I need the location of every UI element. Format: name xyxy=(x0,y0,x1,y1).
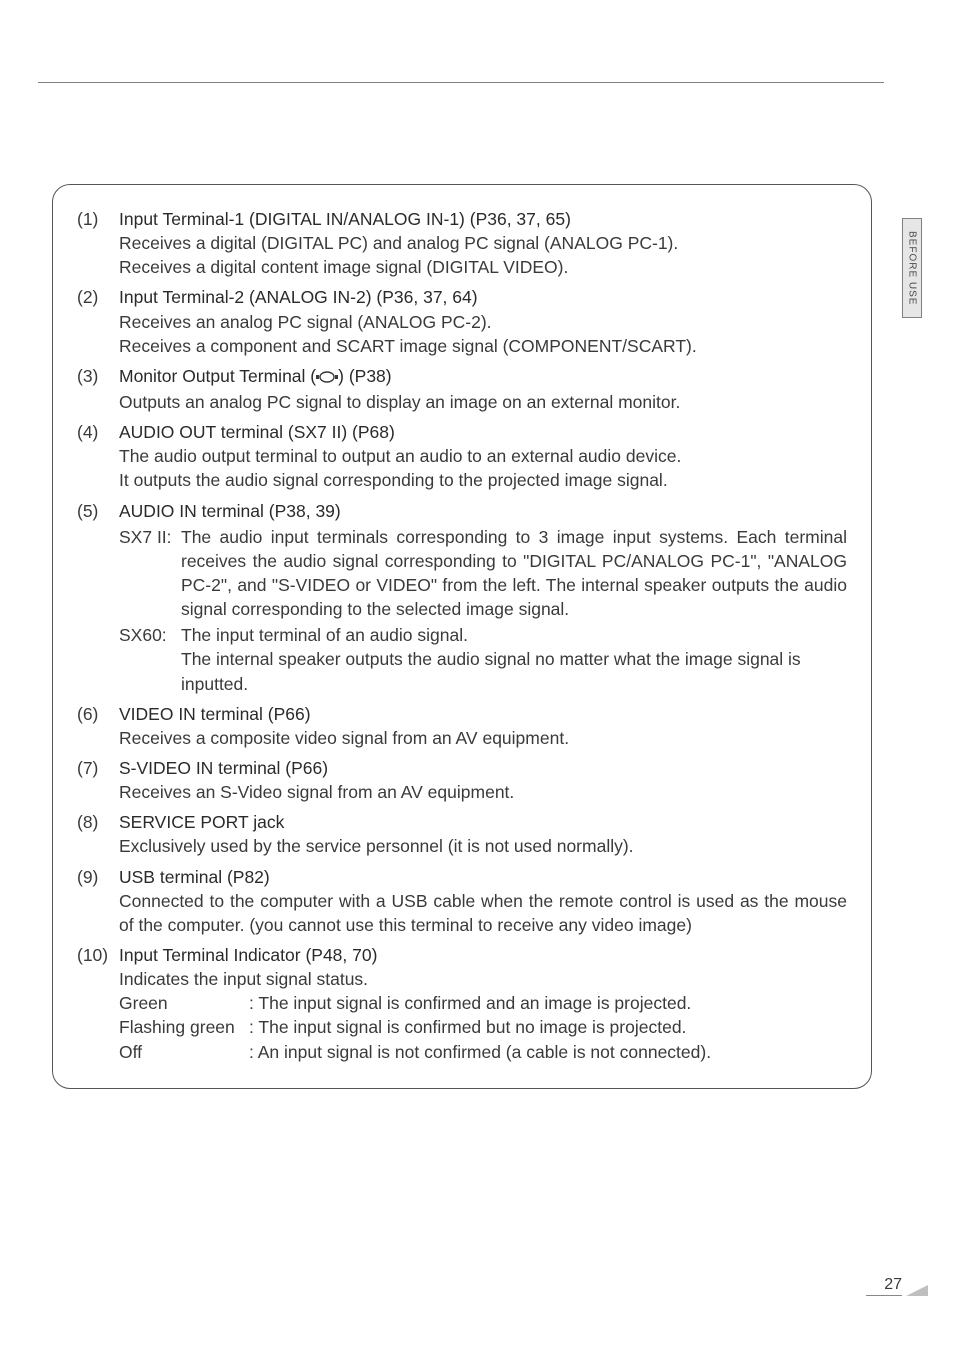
item-number: (2) xyxy=(77,285,119,357)
item-body: Monitor Output Terminal ( ) (P38) Outputs… xyxy=(119,364,847,414)
item-title: AUDIO IN terminal (P38, 39) xyxy=(119,499,847,523)
sub-row: SX7 II: The audio input terminals corres… xyxy=(119,525,847,622)
title-pre: Monitor Output Terminal ( xyxy=(119,366,316,386)
item-title: Monitor Output Terminal ( ) (P38) xyxy=(119,364,847,390)
status-row: Off : An input signal is not confirmed (… xyxy=(119,1040,847,1064)
page-number: 27 xyxy=(866,1276,902,1296)
status-row: Flashing green : The input signal is con… xyxy=(119,1015,847,1039)
list-item: (2) Input Terminal-2 (ANALOG IN-2) (P36,… xyxy=(77,285,847,357)
item-number: (6) xyxy=(77,702,119,750)
content-box: (1) Input Terminal-1 (DIGITAL IN/ANALOG … xyxy=(52,184,872,1089)
item-body: Input Terminal Indicator (P48, 70) Indic… xyxy=(119,943,847,1064)
item-line: Outputs an analog PC signal to display a… xyxy=(119,390,847,414)
top-rule xyxy=(38,82,884,83)
item-body: SERVICE PORT jack Exclusively used by th… xyxy=(119,810,847,858)
item-number: (5) xyxy=(77,499,119,696)
item-number: (3) xyxy=(77,364,119,414)
item-line: Receives an analog PC signal (ANALOG PC-… xyxy=(119,310,847,334)
item-line: It outputs the audio signal correspondin… xyxy=(119,468,847,492)
status-desc: : An input signal is not confirmed (a ca… xyxy=(249,1040,711,1064)
item-body: S-VIDEO IN terminal (P66) Receives an S-… xyxy=(119,756,847,804)
sub-text: The input terminal of an audio signal. T… xyxy=(181,623,847,695)
list-item: (3) Monitor Output Terminal ( ) (P38) Out… xyxy=(77,364,847,414)
list-item: (5) AUDIO IN terminal (P38, 39) SX7 II: … xyxy=(77,499,847,696)
item-title: AUDIO OUT terminal (SX7 II) (P68) xyxy=(119,420,847,444)
item-title: Input Terminal Indicator (P48, 70) xyxy=(119,943,847,967)
sub-row: SX60: The input terminal of an audio sig… xyxy=(119,623,847,695)
item-title: Input Terminal-2 (ANALOG IN-2) (P36, 37,… xyxy=(119,285,847,309)
item-line: Receives a digital content image signal … xyxy=(119,255,847,279)
status-row: Green : The input signal is confirmed an… xyxy=(119,991,847,1015)
item-line: The audio output terminal to output an a… xyxy=(119,444,847,468)
item-line: Connected to the computer with a USB cab… xyxy=(119,889,847,937)
item-line: Receives an S-Video signal from an AV eq… xyxy=(119,780,847,804)
list-item: (4) AUDIO OUT terminal (SX7 II) (P68) Th… xyxy=(77,420,847,492)
item-body: Input Terminal-2 (ANALOG IN-2) (P36, 37,… xyxy=(119,285,847,357)
item-number: (8) xyxy=(77,810,119,858)
item-title: SERVICE PORT jack xyxy=(119,810,847,834)
corner-decoration-icon xyxy=(906,1285,928,1296)
list-item: (9) USB terminal (P82) Connected to the … xyxy=(77,865,847,937)
item-title: S-VIDEO IN terminal (P66) xyxy=(119,756,847,780)
item-body: AUDIO OUT terminal (SX7 II) (P68) The au… xyxy=(119,420,847,492)
status-label: Off xyxy=(119,1040,249,1064)
item-title: Input Terminal-1 (DIGITAL IN/ANALOG IN-1… xyxy=(119,207,847,231)
status-desc: : The input signal is confirmed but no i… xyxy=(249,1015,686,1039)
item-line: Receives a component and SCART image sig… xyxy=(119,334,847,358)
item-title: VIDEO IN terminal (P66) xyxy=(119,702,847,726)
status-label: Flashing green xyxy=(119,1015,249,1039)
item-body: Input Terminal-1 (DIGITAL IN/ANALOG IN-1… xyxy=(119,207,847,279)
sub-text: The audio input terminals corresponding … xyxy=(181,525,847,622)
status-desc: : The input signal is confirmed and an i… xyxy=(249,991,691,1015)
list-item: (1) Input Terminal-1 (DIGITAL IN/ANALOG … xyxy=(77,207,847,279)
item-number: (7) xyxy=(77,756,119,804)
item-number: (1) xyxy=(77,207,119,279)
item-number: (10) xyxy=(77,943,119,1064)
list-item: (10) Input Terminal Indicator (P48, 70) … xyxy=(77,943,847,1064)
list-item: (6) VIDEO IN terminal (P66) Receives a c… xyxy=(77,702,847,750)
item-line: Exclusively used by the service personne… xyxy=(119,834,847,858)
sub-label: SX7 II: xyxy=(119,525,181,622)
item-body: AUDIO IN terminal (P38, 39) SX7 II: The … xyxy=(119,499,847,696)
item-title: USB terminal (P82) xyxy=(119,865,847,889)
status-label: Green xyxy=(119,991,249,1015)
item-number: (4) xyxy=(77,420,119,492)
item-body: USB terminal (P82) Connected to the comp… xyxy=(119,865,847,937)
sub-label: SX60: xyxy=(119,623,181,695)
list-item: (7) S-VIDEO IN terminal (P66) Receives a… xyxy=(77,756,847,804)
monitor-output-icon xyxy=(316,366,338,390)
item-line: Receives a composite video signal from a… xyxy=(119,726,847,750)
item-line: Indicates the input signal status. xyxy=(119,967,847,991)
list-item: (8) SERVICE PORT jack Exclusively used b… xyxy=(77,810,847,858)
item-number: (9) xyxy=(77,865,119,937)
item-line: Receives a digital (DIGITAL PC) and anal… xyxy=(119,231,847,255)
side-tab: BEFORE USE xyxy=(902,218,922,318)
title-post: ) (P38) xyxy=(338,366,391,386)
side-tab-label: BEFORE USE xyxy=(907,231,918,305)
item-body: VIDEO IN terminal (P66) Receives a compo… xyxy=(119,702,847,750)
